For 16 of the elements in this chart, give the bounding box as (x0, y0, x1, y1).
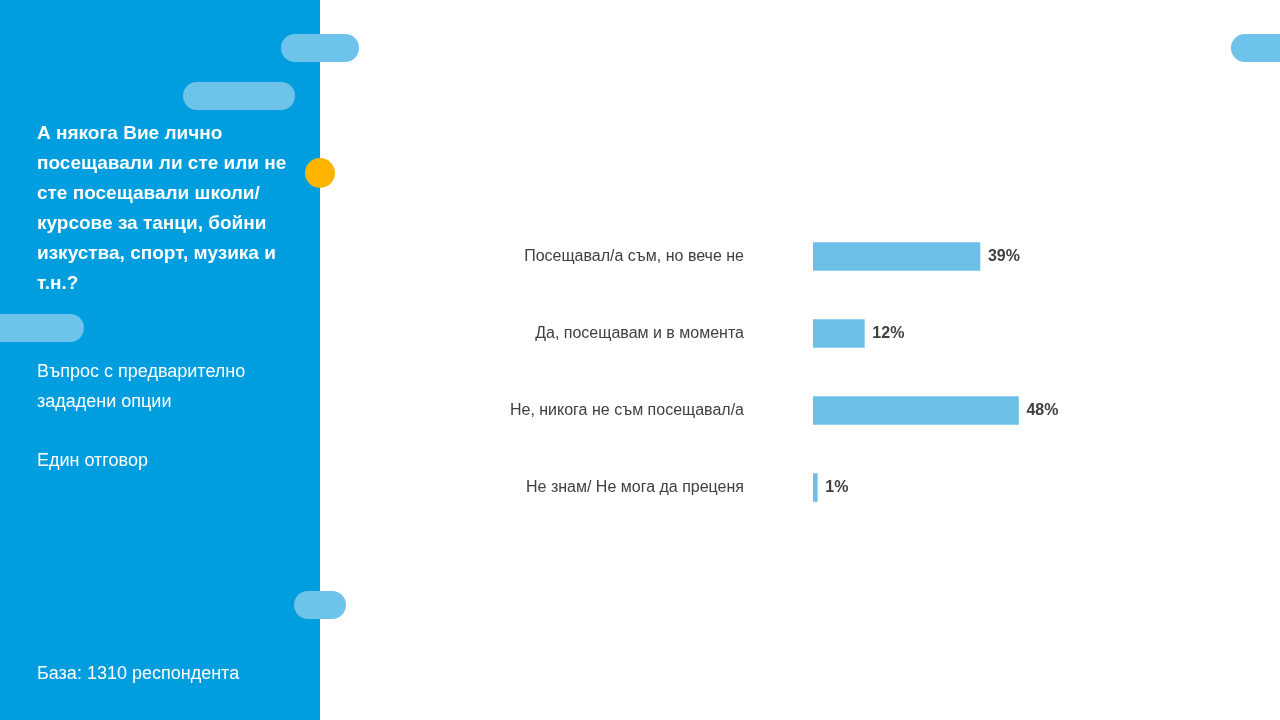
y-tick-label: Да, посещавам и в момента (535, 323, 745, 341)
bar (813, 396, 1019, 425)
bar (813, 473, 818, 502)
bar (813, 319, 865, 348)
text: А някога Вие лично посещавали ли сте или не сте посещавали школи/ курсове за танци, бойни изкуства, спорт, музика и т.н.? (37, 121, 288, 295)
data-label: 39% (987, 246, 1020, 264)
data-label: 1% (825, 477, 849, 495)
data-label: 12% (872, 323, 905, 341)
text: База: 1310 респондента (37, 662, 241, 685)
y-tick-label: Посещавал/а съм, но вече не (524, 246, 745, 264)
text: Въпрос с предварително зададени опции (37, 360, 247, 413)
text: Един отговор (37, 449, 149, 472)
bar (813, 242, 981, 271)
data-label: 48% (1026, 400, 1059, 418)
y-tick-label: Не, никога не съм посещавал/а (509, 400, 745, 418)
y-tick-label: Не знам/ Не мога да преценя (525, 477, 744, 495)
